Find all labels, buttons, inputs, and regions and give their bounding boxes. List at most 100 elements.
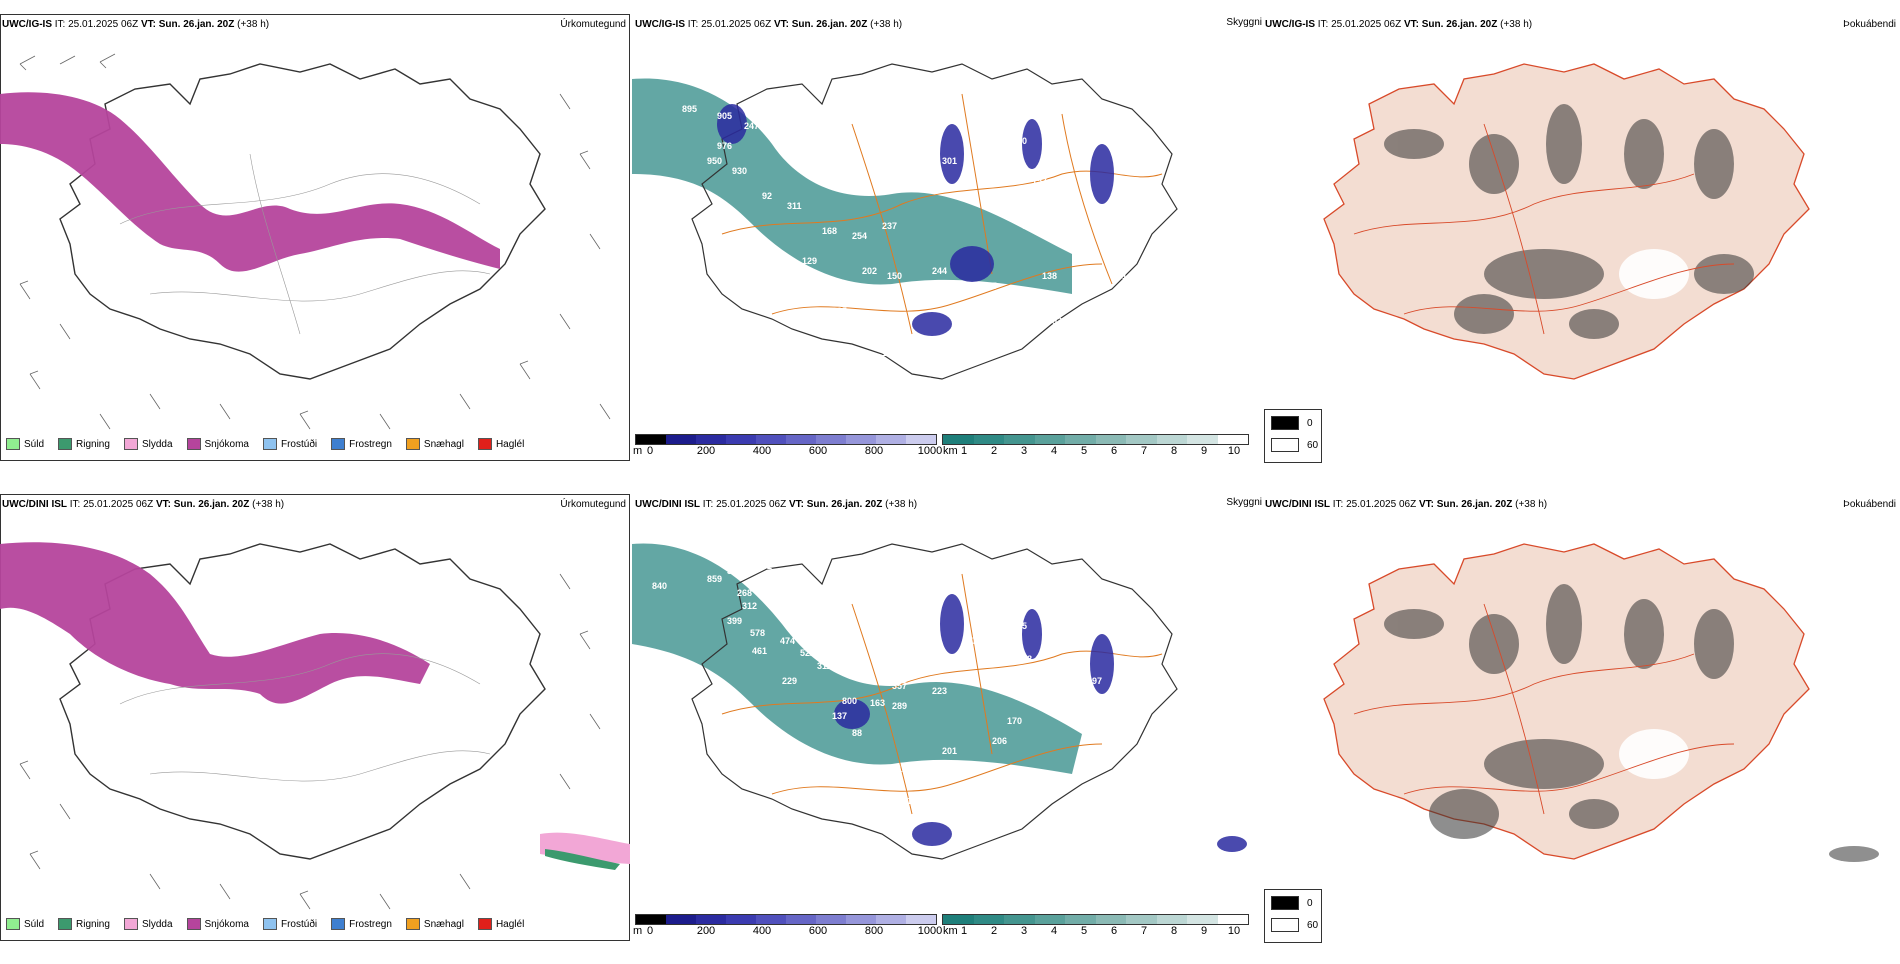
colorbar-tick: 6: [1110, 925, 1118, 937]
colorbar-tick: 4: [1050, 925, 1058, 937]
panel-header: UWC/DINI ISL IT: 25.01.2025 06Z VT: Sun.…: [635, 499, 917, 510]
colorbar-step: [1187, 915, 1218, 924]
visibility-colorbar: km 1 2 3 4 5 6 7 8 9 10: [942, 914, 1252, 944]
cloud-label: 244: [932, 266, 947, 276]
colorbar-step: [726, 435, 756, 444]
legend-swatch: [477, 918, 492, 930]
colorbar-step: [636, 915, 666, 924]
vt-label: VT:: [1418, 499, 1434, 510]
cloud-base-patches: [834, 594, 1247, 852]
cloud-label: 176: [1092, 211, 1107, 221]
cloud-label: 311: [817, 661, 832, 671]
region-borders: [1353, 123, 1735, 335]
panel-frame: [0, 14, 630, 461]
colorbar-tick: 1000: [917, 925, 943, 937]
colorbar-tick: 600: [808, 925, 828, 937]
cloud-label: 125: [832, 306, 847, 316]
colorbar-tick: 800: [864, 925, 884, 937]
panel-title: Úrkomutegund: [560, 499, 626, 510]
colorbar-unit: m: [633, 445, 643, 457]
high-fog-index-area: [1619, 249, 1689, 299]
colorbar-strip: [942, 434, 1249, 445]
colorbar-step: [1065, 915, 1096, 924]
legend-item: Haglél: [477, 438, 524, 450]
colorbar-tick: 7: [1140, 925, 1148, 937]
cloud-label: 107: [907, 336, 922, 346]
cloud-label: 130: [922, 631, 937, 641]
legend-item: Haglél: [477, 918, 524, 930]
cloud-label: 94: [957, 326, 967, 336]
cloud-label: 289: [892, 701, 907, 711]
colorbar-tick: 2: [990, 925, 998, 937]
cloud-label: 275: [842, 641, 857, 651]
it-label: IT:: [69, 499, 81, 510]
fog-legend-item: 60: [1271, 438, 1318, 452]
cloud-base-patches: [717, 104, 1114, 336]
cloud-label: 237: [882, 221, 897, 231]
colorbar-step: [726, 915, 756, 924]
cloud-label: 82: [1052, 206, 1062, 216]
colorbar-strip: [635, 434, 937, 445]
legend-item: Frostúði: [262, 918, 317, 930]
visibility-map: 840 859 322 292 241 268 312 399 485 307 …: [632, 543, 1257, 860]
fog-legend-swatch: [1271, 918, 1299, 932]
colorbar-unit: m: [633, 925, 643, 937]
fog-map: [1323, 543, 1879, 862]
colorbar-step: [756, 435, 786, 444]
fog-legend: 0 60: [1264, 889, 1322, 943]
cloud-label: 92: [762, 191, 772, 201]
legend-label: Rigning: [76, 918, 110, 930]
colorbar-strip: [942, 914, 1249, 925]
snow-area: [0, 542, 430, 704]
legend-item: Snjókoma: [186, 918, 249, 930]
cloud-label: 326: [1177, 798, 1192, 808]
colorbar-step: [1126, 915, 1157, 924]
cloud-label: 162: [1004, 288, 1019, 298]
colorbar-tick: 200: [696, 445, 716, 457]
cloud-label: 144: [1227, 796, 1242, 806]
colorbar-tick: 5: [1080, 445, 1088, 457]
fog-legend-item: 0: [1271, 416, 1313, 430]
panel-frame: [0, 494, 630, 941]
legend-label: Slydda: [141, 918, 173, 930]
cloud-label: 138: [1042, 271, 1057, 281]
legend-label: Snæhagl: [423, 438, 464, 450]
colorbar-step: [906, 435, 936, 444]
colorbar-tick: 9: [1200, 445, 1208, 457]
colorbar-tick: 4: [1050, 445, 1058, 457]
fog-shading: [1384, 584, 1879, 862]
cloud-label: 206: [992, 736, 1007, 746]
cloud-label: 717: [882, 646, 897, 656]
cloud-label: 66: [1132, 241, 1142, 251]
legend-item: Slydda: [123, 438, 173, 450]
vt-value: Sun. 26.jan. 20Z: [158, 19, 235, 30]
it-value: 25.01.2025 06Z: [716, 499, 787, 510]
colorbar-step: [816, 915, 846, 924]
cloud-label: 399: [727, 616, 742, 626]
visibility-map: 895 905 976 950 930 268 241 247 311 168 …: [632, 63, 1178, 411]
legend-swatch: [262, 918, 277, 930]
legend-swatch: [331, 438, 346, 450]
cloud-label: 311: [787, 201, 802, 211]
legend-swatch: [186, 918, 201, 930]
legend-label: Frostúði: [280, 438, 318, 450]
vt-label: VT:: [155, 499, 171, 510]
colorbar-strip: [635, 914, 937, 925]
colorbar-tick: 1000: [917, 445, 943, 457]
panel-title: Skyggni: [1226, 497, 1262, 508]
cloud-label: 122: [1102, 301, 1117, 311]
panel-title: Þokuábendi: [1843, 499, 1896, 510]
cloud-label: 247: [962, 636, 977, 646]
panel-header: UWC/DINI ISL IT: 25.01.2025 06Z VT: Sun.…: [2, 499, 284, 510]
wind-barbs: [19, 53, 611, 430]
legend-item: Frostregn: [331, 918, 392, 930]
colorbar-step: [1217, 435, 1248, 444]
lead-time: (+38 h): [1515, 499, 1548, 510]
lead-time: (+38 h): [252, 499, 285, 510]
cloud-label: 115: [932, 796, 947, 806]
cloud-label: 578: [750, 628, 765, 638]
colorbar-step: [1034, 435, 1065, 444]
colorbar-step: [1156, 435, 1187, 444]
it-label: IT:: [1332, 499, 1344, 510]
legend-item: Súld: [6, 918, 44, 930]
